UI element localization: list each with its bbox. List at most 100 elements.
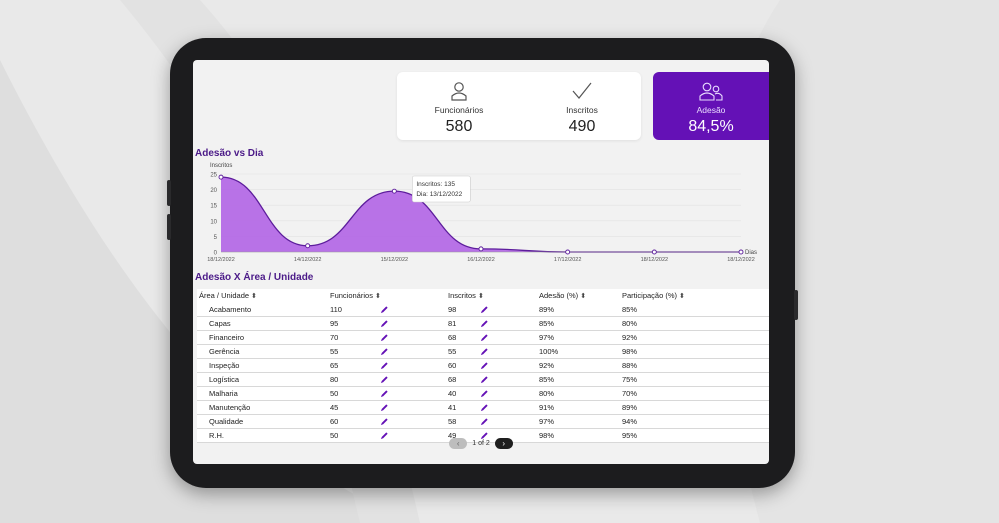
sort-icon[interactable]: ⬍	[251, 293, 257, 300]
column-header[interactable]: Adesão (%) ⬍	[539, 291, 586, 300]
table-cell: Logística	[209, 375, 240, 384]
y-axis-label: Inscritos	[210, 163, 232, 169]
kpi-label: Adesão	[696, 105, 726, 115]
table-cell: 80%	[622, 319, 638, 328]
edit-pencil-icon[interactable]	[380, 305, 389, 314]
table-cell: 49	[448, 431, 457, 440]
table-row: Acabamento 110 98 89% 85%	[197, 303, 769, 317]
data-point	[218, 174, 224, 180]
table-cell: 55	[330, 347, 339, 356]
edit-pencil-icon[interactable]	[380, 361, 389, 370]
x-axis-label: Dias	[745, 250, 757, 256]
table-cell: Financeiro	[209, 333, 245, 342]
table-cell: 60	[330, 417, 339, 426]
edit-pencil-icon[interactable]	[480, 375, 489, 384]
x-tick-label: 15/12/2022	[381, 257, 409, 263]
column-header[interactable]: Participação (%) ⬍	[622, 291, 685, 300]
edit-pencil-icon[interactable]	[380, 403, 389, 412]
table-row: Manutenção 45 41 91% 89%	[197, 401, 769, 415]
y-tick-label: 10	[210, 219, 217, 225]
data-point	[738, 249, 744, 255]
edit-pencil-icon[interactable]	[380, 431, 389, 440]
table-row: Inspeção 65 60 92% 88%	[197, 359, 769, 373]
x-tick-label: 18/12/2022	[641, 257, 669, 263]
series-area	[221, 177, 741, 252]
sort-icon[interactable]: ⬍	[580, 293, 587, 300]
kpi-value: 580	[445, 118, 473, 135]
kpi-adesao: Adesão 84,5%	[661, 79, 761, 136]
edit-pencil-icon[interactable]	[480, 403, 489, 412]
next-page-button[interactable]: ›	[494, 437, 513, 449]
chart-title: Adesão vs Dia	[195, 148, 264, 159]
table-row: Logística 80 68 85% 75%	[197, 373, 769, 387]
edit-pencil-icon[interactable]	[380, 389, 389, 398]
table-cell: Manutenção	[209, 403, 251, 412]
table-cell: 110	[330, 305, 342, 314]
column-header-label: Participação (%)	[622, 291, 678, 300]
table-cell: 88%	[622, 361, 638, 370]
edit-pencil-icon[interactable]	[480, 361, 489, 370]
edit-pencil-icon[interactable]	[480, 347, 489, 356]
prev-page-button[interactable]: ‹	[449, 437, 468, 449]
x-tick-label: 18/12/2022	[727, 257, 755, 263]
kpi-funcionarios: Funcionários 580	[409, 79, 509, 136]
column-header[interactable]: Funcionários ⬍	[330, 291, 381, 300]
sort-icon[interactable]: ⬍	[374, 293, 381, 300]
tablet-side-button	[794, 290, 798, 320]
series-line	[220, 176, 741, 253]
x-tick-label: 17/12/2022	[554, 257, 582, 263]
y-tick-label: 15	[210, 204, 217, 210]
column-header[interactable]: Inscritos ⬍	[448, 291, 484, 300]
table-cell: 85%	[539, 375, 555, 384]
edit-pencil-icon[interactable]	[480, 333, 489, 342]
kpi-card-group: Funcionários 580 Inscritos 490	[397, 72, 641, 140]
kpi-label: Inscritos	[566, 105, 598, 115]
sort-icon[interactable]: ⬍	[477, 293, 484, 300]
column-header[interactable]: Área / Unidade ⬍	[199, 291, 257, 300]
table-row: Qualidade 60 58 97% 94%	[197, 415, 769, 429]
edit-pencil-icon[interactable]	[480, 319, 489, 328]
table-cell: 98%	[622, 347, 638, 356]
table-cell: Capas	[209, 319, 231, 328]
pagination: ‹ 1 of 2 ›	[193, 436, 769, 450]
sort-icon[interactable]: ⬍	[679, 293, 685, 300]
tablet-side-button	[167, 180, 171, 206]
edit-pencil-icon[interactable]	[380, 347, 389, 356]
dashboard-screen: Funcionários 580 Inscritos 490 Adesão 84…	[193, 60, 769, 464]
column-header-label: Inscritos	[448, 291, 476, 300]
table-cell: 89%	[539, 305, 555, 314]
column-header-label: Funcionários	[330, 291, 373, 300]
table-cell: Gerência	[209, 347, 240, 356]
data-point	[305, 243, 311, 249]
edit-pencil-icon[interactable]	[380, 319, 389, 328]
table-cell: 75%	[622, 375, 638, 384]
table-title: Adesão X Área / Unidade	[195, 272, 314, 283]
column-header-label: Área / Unidade	[199, 291, 250, 300]
table-row: Gerência 55 55 100% 98%	[197, 345, 769, 359]
table-cell: Malharia	[209, 389, 238, 398]
edit-pencil-icon[interactable]	[480, 389, 489, 398]
users-icon	[661, 79, 761, 101]
edit-pencil-icon[interactable]	[480, 305, 489, 314]
table-cell: 58	[448, 417, 457, 426]
edit-pencil-icon[interactable]	[480, 431, 489, 440]
edit-pencil-icon[interactable]	[380, 333, 389, 342]
table-cell: 50	[330, 389, 339, 398]
edit-pencil-icon[interactable]	[380, 417, 389, 426]
table-cell: 65	[330, 361, 339, 370]
page-indicator: 1 of 2	[472, 439, 490, 447]
edit-pencil-icon[interactable]	[480, 417, 489, 426]
table-cell: 70	[330, 333, 339, 342]
edit-pencil-icon[interactable]	[380, 375, 389, 384]
table-cell: 81	[448, 319, 457, 328]
table-cell: 91%	[539, 403, 555, 412]
table-cell: 41	[448, 403, 457, 412]
table-cell: 89%	[622, 403, 638, 412]
table-cell: 95%	[622, 431, 638, 440]
data-point	[651, 249, 657, 255]
table-cell: 80	[330, 375, 339, 384]
table-cell: 94%	[622, 417, 638, 426]
tooltip-line: Inscritos: 135	[416, 181, 455, 188]
table-cell: 80%	[539, 389, 555, 398]
chart-tooltip	[412, 175, 471, 203]
